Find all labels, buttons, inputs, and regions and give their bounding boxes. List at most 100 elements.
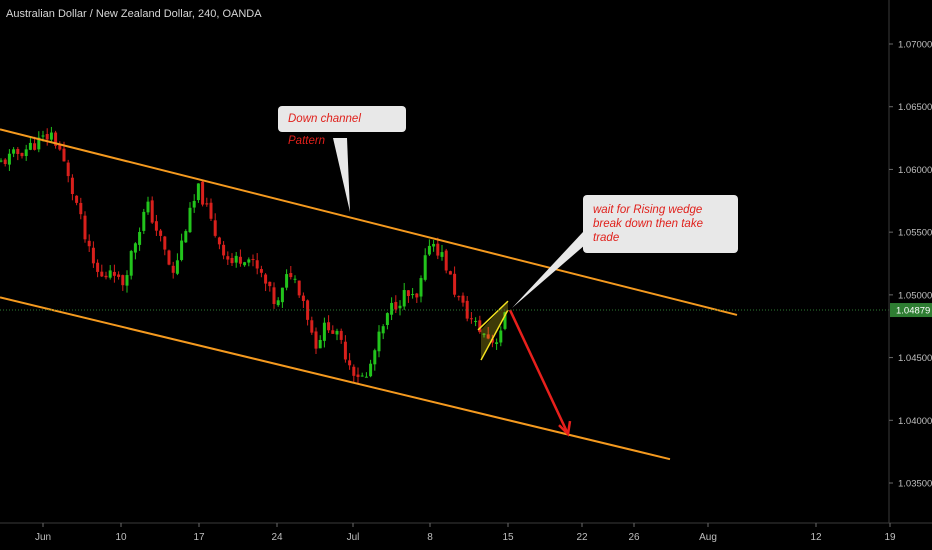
- candle: [398, 300, 402, 316]
- candle: [369, 359, 373, 378]
- candle: [49, 126, 53, 142]
- candle: [33, 136, 37, 151]
- candle: [297, 280, 301, 298]
- candle: [356, 367, 360, 384]
- time-tick-label: 12: [810, 532, 822, 543]
- projection-arrow-head: [558, 420, 572, 437]
- candle: [238, 249, 242, 267]
- price-tick-label: 1.05500: [898, 228, 932, 239]
- candle: [20, 152, 24, 159]
- candle: [255, 253, 259, 275]
- candle: [385, 312, 389, 330]
- channel-lower-line: [0, 296, 671, 461]
- candle: [444, 248, 448, 274]
- price-tick-label: 1.07000: [898, 40, 932, 51]
- candle: [264, 273, 268, 292]
- candle: [129, 249, 133, 280]
- candle: [259, 265, 263, 278]
- candle: [243, 261, 247, 267]
- candle: [171, 261, 175, 279]
- price-tick-label: 1.06000: [898, 165, 932, 176]
- candle: [87, 234, 91, 252]
- candle: [133, 242, 137, 260]
- price-tick-label: 1.06500: [898, 102, 932, 113]
- candle: [180, 233, 184, 262]
- candle: [3, 158, 7, 167]
- time-tick-label: 15: [502, 532, 514, 543]
- candle: [377, 325, 381, 358]
- candle: [465, 296, 469, 322]
- candle: [499, 326, 503, 347]
- candle: [373, 348, 377, 371]
- candle: [75, 195, 79, 206]
- price-tick-label: 1.05000: [898, 290, 932, 301]
- candle: [327, 315, 331, 334]
- candle: [28, 136, 32, 151]
- candle: [142, 208, 146, 234]
- candle: [402, 282, 406, 310]
- candle: [272, 282, 276, 309]
- candle: [112, 264, 116, 283]
- candle: [364, 372, 368, 378]
- time-tick-label: Jul: [347, 532, 360, 543]
- candle: [482, 333, 486, 338]
- candle: [217, 236, 221, 250]
- candle: [24, 144, 28, 161]
- candle: [66, 159, 70, 183]
- candle: [343, 335, 347, 363]
- candle: [213, 213, 217, 238]
- candle: [423, 248, 427, 282]
- candle: [352, 364, 356, 383]
- candles-group: [0, 126, 507, 384]
- candle: [436, 237, 440, 260]
- candle: [201, 180, 205, 207]
- candle: [469, 312, 473, 324]
- candle: [45, 128, 49, 146]
- time-tick-label: 8: [427, 532, 433, 543]
- candle: [318, 335, 322, 349]
- channel-callout-pointer: [333, 138, 350, 212]
- candle: [293, 275, 297, 284]
- candle: [474, 317, 478, 327]
- candle: [335, 328, 339, 341]
- wedge-callout: wait for Rising wedge break down then ta…: [583, 195, 738, 253]
- price-tick-label: 1.03500: [898, 479, 932, 490]
- candle: [310, 316, 314, 335]
- candle: [91, 241, 95, 268]
- time-tick-label: 17: [193, 532, 205, 543]
- wedge-fill: [481, 301, 508, 361]
- projection-arrow: [508, 309, 570, 435]
- candle: [381, 324, 385, 340]
- candle: [163, 235, 167, 256]
- candle: [247, 257, 251, 267]
- candle: [226, 251, 230, 266]
- wedge-callout-pointer: [512, 232, 600, 308]
- last-price-label: 1.04879: [896, 306, 930, 317]
- candle: [411, 288, 415, 299]
- price-tick-label: 1.04500: [898, 353, 932, 364]
- price-tick-label: 1.04000: [898, 416, 932, 427]
- time-tick-label: 10: [115, 532, 127, 543]
- candle: [478, 315, 482, 334]
- candle: [167, 249, 171, 266]
- wedge-lower-line: [480, 309, 509, 361]
- candle: [150, 196, 154, 224]
- channel-upper-line: [0, 128, 738, 316]
- candle: [406, 290, 410, 303]
- candle: [360, 372, 364, 377]
- candle: [490, 334, 494, 348]
- candle: [339, 328, 343, 344]
- candle: [175, 253, 179, 276]
- time-tick-label: 22: [576, 532, 588, 543]
- candle: [314, 327, 318, 355]
- candle: [188, 202, 192, 233]
- candle: [108, 265, 112, 280]
- candle: [16, 147, 20, 161]
- candle: [322, 317, 326, 348]
- chart-title: Australian Dollar / New Zealand Dollar, …: [6, 8, 262, 20]
- candle: [54, 130, 58, 149]
- candle: [79, 197, 83, 220]
- candle: [100, 264, 104, 278]
